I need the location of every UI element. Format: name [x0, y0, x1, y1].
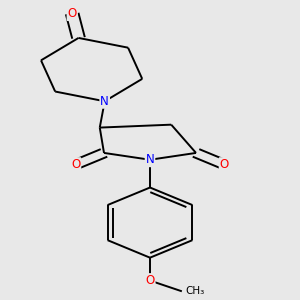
- Text: O: O: [68, 7, 77, 20]
- Text: O: O: [146, 274, 154, 287]
- Text: CH₃: CH₃: [185, 286, 205, 296]
- Text: O: O: [220, 158, 229, 171]
- Text: O: O: [71, 158, 80, 171]
- Text: N: N: [100, 95, 109, 108]
- Text: N: N: [146, 153, 154, 166]
